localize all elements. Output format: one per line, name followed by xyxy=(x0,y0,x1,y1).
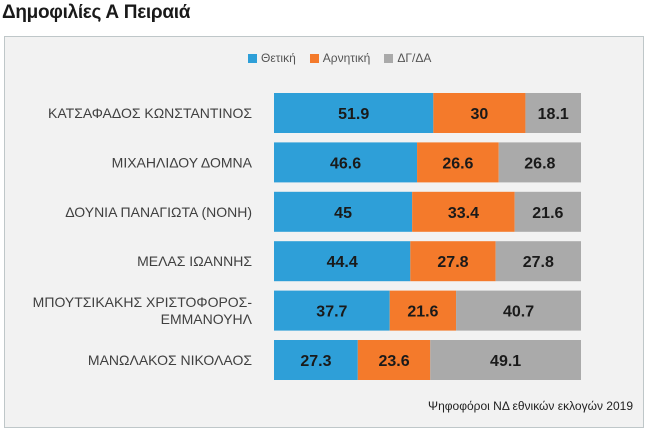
stacked-bar-plot: ΚΑΤΣΑΦΑΔΟΣ ΚΩΝΣΤΑΝΤΙΝΟΣ 51.9 30 18.1 ΜΙΧΑΗΛΙ… xyxy=(33,93,581,380)
data-label: 37.7 xyxy=(316,304,347,321)
bar-segment-dkna xyxy=(495,241,581,282)
bar-segment-negative xyxy=(357,340,431,380)
bar-segment-positive xyxy=(274,241,411,282)
data-label: 21.6 xyxy=(407,304,438,321)
category-label-line: ΜΑΝΩΛΑΚΟΣ ΝΙΚΟΛΑΟΣ xyxy=(88,352,252,368)
data-label: 46.6 xyxy=(330,155,361,172)
legend-item-negative: Αρνητική xyxy=(309,51,371,65)
data-label: 30 xyxy=(470,106,488,123)
bar-segment-negative xyxy=(389,290,457,331)
bar-segment-dkna xyxy=(514,191,581,232)
bar-segment-dkna xyxy=(430,340,581,380)
category-label: ΜΠΟΥΤΣΙΚΑΚΗΣ ΧΡΙΣΤΟΦΟΡΟΣ-ΕΜΜΑΝΟΥΗΛ xyxy=(33,294,253,327)
page-title: Δημοφιλίες Α Πειραιά xyxy=(2,2,191,23)
data-label: 27.8 xyxy=(437,254,468,271)
legend-item-positive: Θετική xyxy=(248,51,296,65)
bar-segment-positive xyxy=(274,191,413,232)
data-label: 27.8 xyxy=(523,254,554,271)
data-label: 33.4 xyxy=(448,205,479,222)
category-label: ΜΕΛΑΣ ΙΩΑΝΝΗΣ xyxy=(137,253,252,269)
category-label-line: ΜΠΟΥΤΣΙΚΑΚΗΣ ΧΡΙΣΤΟΦΟΡΟΣ- xyxy=(33,294,253,310)
bar-segment-dkna xyxy=(498,142,581,183)
data-label: 18.1 xyxy=(538,106,569,123)
data-label: 27.3 xyxy=(300,353,331,370)
data-label: 40.7 xyxy=(503,304,534,321)
legend-label-negative: Αρνητική xyxy=(322,51,371,65)
bar-segment-dkna xyxy=(456,290,581,331)
legend-swatch-dkna xyxy=(384,53,394,63)
data-label: 21.6 xyxy=(532,205,563,222)
data-label: 23.6 xyxy=(378,353,409,370)
source-note: Ψηφοφόροι ΝΔ εθνικών εκλογών 2019 xyxy=(428,399,633,413)
category-label: ΜΑΝΩΛΑΚΟΣ ΝΙΚΟΛΑΟΣ xyxy=(88,352,252,368)
legend-swatch-positive xyxy=(248,53,257,63)
bar-segment-positive xyxy=(274,340,358,380)
data-label: 45 xyxy=(334,205,352,222)
category-label: ΚΑΤΣΑΦΑΔΟΣ ΚΩΝΣΤΑΝΤΙΝΟΣ xyxy=(48,105,252,121)
data-label: 49.1 xyxy=(490,353,521,370)
data-label: 51.9 xyxy=(338,106,369,123)
bar-segment-positive xyxy=(274,93,434,133)
category-label-line: ΕΜΜΑΝΟΥΗΛ xyxy=(161,311,253,327)
category-label: ΔΟΥΝΙΑ ΠΑΝΑΓΙΩΤΑ (ΝΟΝΗ) xyxy=(65,204,252,220)
category-label-line: ΚΑΤΣΑΦΑΔΟΣ ΚΩΝΣΤΑΝΤΙΝΟΣ xyxy=(48,105,252,121)
bar-segment-negative xyxy=(412,191,515,232)
bar-segment-dkna xyxy=(525,93,581,133)
data-label: 26.6 xyxy=(442,155,473,172)
chart-legend: Θετική Αρνητική ΔΓ/ΔΑ xyxy=(248,51,431,65)
bar-segment-positive xyxy=(274,290,390,331)
bar-segment-negative xyxy=(417,142,499,183)
chart-frame: Θετική Αρνητική ΔΓ/ΔΑ ΚΑΤΣΑΦΑΔΟΣ ΚΩΝΣΤΑΝ… xyxy=(4,36,644,428)
bar-segment-negative xyxy=(433,93,526,133)
bar-segment-positive xyxy=(274,142,418,183)
legend-swatch-negative xyxy=(309,53,319,63)
bar-segment-negative xyxy=(410,241,496,282)
legend-item-dkna: ΔΓ/ΔΑ xyxy=(384,51,431,65)
data-label: 44.4 xyxy=(327,254,358,271)
category-label-line: ΜΕΛΑΣ ΙΩΑΝΝΗΣ xyxy=(137,253,252,269)
legend-label-dkna: ΔΓ/ΔΑ xyxy=(397,51,432,65)
category-label-line: ΔΟΥΝΙΑ ΠΑΝΑΓΙΩΤΑ (ΝΟΝΗ) xyxy=(65,204,252,220)
legend-label-positive: Θετική xyxy=(261,51,296,65)
category-label-line: ΜΙΧΑΗΛΙΔΟΥ ΔΟΜΝΑ xyxy=(112,154,253,170)
data-label: 26.8 xyxy=(524,155,555,172)
category-label: ΜΙΧΑΗΛΙΔΟΥ ΔΟΜΝΑ xyxy=(112,154,253,170)
